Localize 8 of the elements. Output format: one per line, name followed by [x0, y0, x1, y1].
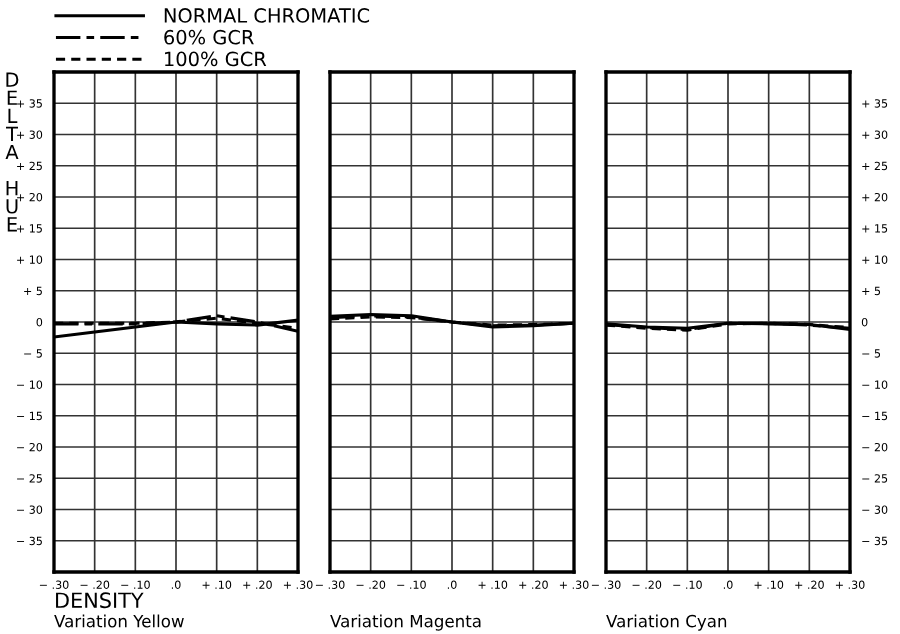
x-axis-title: Variation Magenta [330, 614, 481, 631]
x-axis-title: Variation Cyan [606, 614, 727, 631]
legend-label: 60% GCR [164, 29, 254, 45]
y-axis-title: DELTA HUE [5, 72, 19, 232]
x-axis-title: Variation Yellow [54, 614, 184, 628]
legend-label: 100% GCR [165, 51, 267, 67]
text: DENSITY [56, 592, 144, 609]
legend-label: NORMAL CHROMATIC [164, 8, 370, 23]
